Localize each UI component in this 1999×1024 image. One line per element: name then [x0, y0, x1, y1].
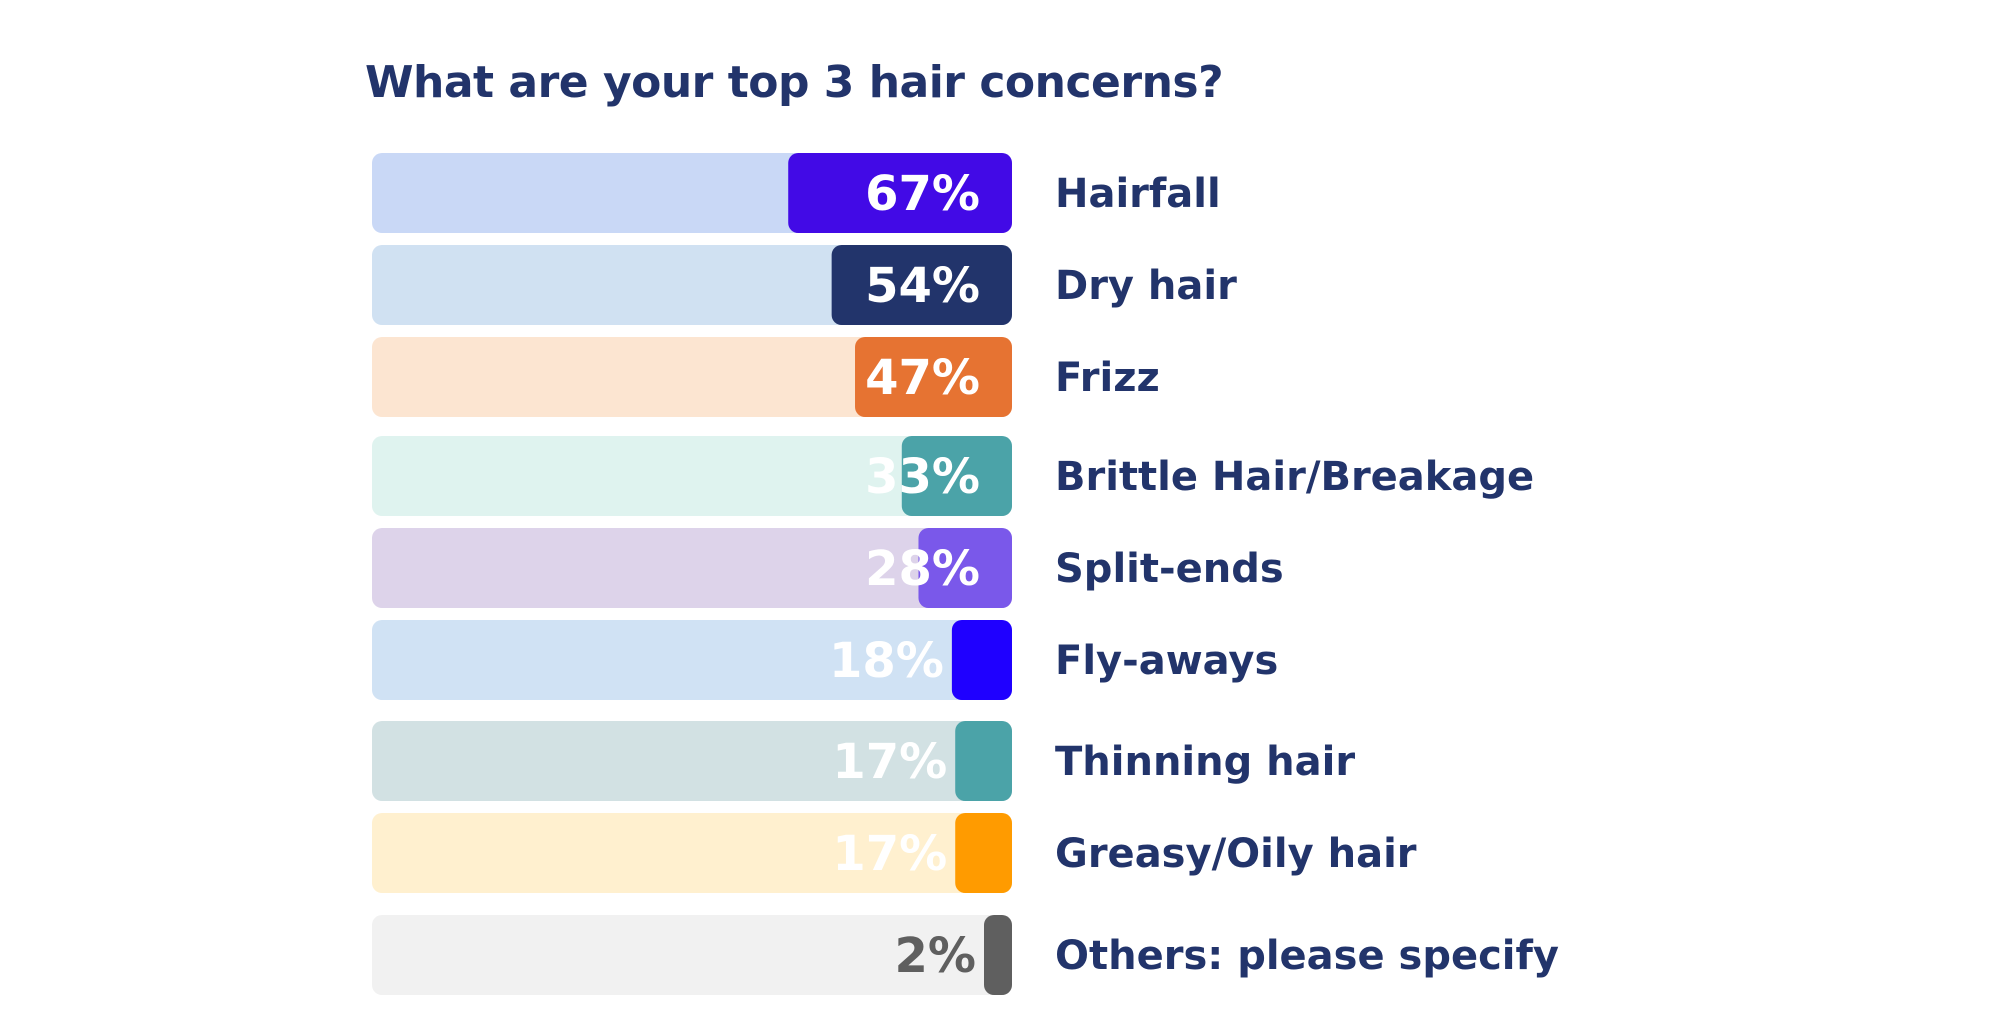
bar-row: 47% Frizz: [372, 337, 1160, 417]
category-label: Frizz: [1055, 355, 1160, 401]
bar-row: 17% Thinning hair: [372, 721, 1355, 801]
bar-value-label: 28%: [865, 541, 980, 597]
bar-row: 54% Dry hair: [372, 245, 1237, 325]
bar: [984, 915, 1012, 995]
bar-value-label: 17%: [832, 734, 947, 790]
bar-track: [372, 337, 1012, 417]
category-label: Thinning hair: [1055, 739, 1355, 785]
bar-value-label: 17%: [832, 826, 947, 882]
bars-layer: 67% Hairfall 54% Dry hair 47% Frizz 33% Brittle…: [372, 153, 1559, 995]
bar-value-label: 18%: [829, 633, 944, 689]
bar-value-label: 47%: [865, 350, 980, 406]
category-label: Others: please specify: [1055, 933, 1559, 979]
bar-row: 17% Greasy/Oily hair: [372, 813, 1417, 893]
category-label: Fly-aways: [1055, 638, 1278, 684]
bar: [955, 813, 1012, 893]
bar-value-label: 33%: [865, 449, 980, 505]
bar-track: [372, 528, 1012, 608]
bar-value-label: 2%: [895, 928, 977, 984]
bar-track: [372, 436, 1012, 516]
bar: [955, 721, 1012, 801]
category-label: Split-ends: [1055, 546, 1284, 592]
bar: [901, 436, 1012, 516]
bar-value-label: 54%: [865, 258, 980, 314]
category-label: Dry hair: [1055, 263, 1237, 309]
bar-track: [372, 915, 1012, 995]
bar: [831, 245, 1012, 325]
bar-row: 2% Others: please specify: [372, 915, 1559, 995]
bar: [855, 337, 1012, 417]
bar: [951, 620, 1012, 700]
chart-title: What are your top 3 hair concerns?: [365, 57, 1224, 108]
bar-track: [372, 813, 1012, 893]
category-label: Hairfall: [1055, 171, 1221, 217]
bar: [788, 153, 1012, 233]
bar-row: 28% Split-ends: [372, 528, 1284, 608]
bar-row: 18% Fly-aways: [372, 620, 1278, 700]
bar-value-label: 67%: [865, 166, 980, 222]
category-label: Brittle Hair/Breakage: [1055, 454, 1534, 500]
bar-track: [372, 721, 1012, 801]
bar-row: 67% Hairfall: [372, 153, 1221, 233]
bar-track: [372, 620, 1012, 700]
bar: [918, 528, 1012, 608]
bar-row: 33% Brittle Hair/Breakage: [372, 436, 1534, 516]
category-label: Greasy/Oily hair: [1055, 831, 1417, 877]
